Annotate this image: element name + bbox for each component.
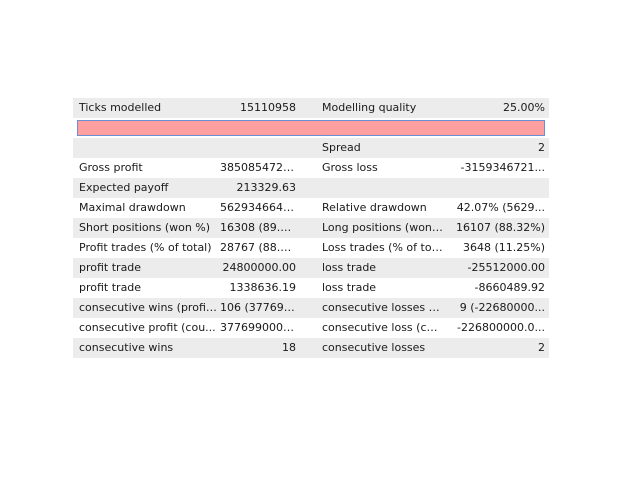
table-row: Gross profit 38508547215... Gross loss -… <box>73 158 549 178</box>
row-value-left <box>220 138 300 158</box>
row-value-right: -226800000.0... <box>457 321 545 334</box>
row-value-left: 1338636.19 <box>229 281 296 294</box>
row-label-right: loss trade <box>322 261 377 274</box>
row-modelling-quality-bar <box>73 118 549 138</box>
row-label-right: Gross loss <box>322 161 378 174</box>
row-label-right: consecutive loss (count... <box>322 321 443 334</box>
row-value-left: 24800000.00 <box>222 261 296 274</box>
ticks-modelled-value: 15110958 <box>240 101 296 114</box>
row-label-right: Loss trades (% of total) <box>322 241 443 254</box>
table-row: profit trade 1338636.19 loss trade -8660… <box>73 278 549 298</box>
row-label-left: consecutive profit (cou... <box>79 321 216 334</box>
row-value-right: -3159346721... <box>460 161 545 174</box>
table-row: Spread 2 <box>73 138 549 158</box>
table-row: Short positions (won %) 16308 (89.1... L… <box>73 218 549 238</box>
ticks-modelled-label: Ticks modelled <box>79 101 162 114</box>
modelling-quality-bar <box>77 120 545 136</box>
row-label-right: consecutive losses (loss... <box>322 301 443 314</box>
row-label-left: profit trade <box>79 281 142 294</box>
row-value-right: 3648 (11.25%) <box>462 241 545 254</box>
row-label-left: Expected payoff <box>79 181 169 194</box>
row-label-left <box>73 138 220 158</box>
table-row: Expected payoff 213329.63 <box>73 178 549 198</box>
row-value-right: 2 <box>538 141 545 154</box>
row-value-left: 18 <box>282 341 296 354</box>
row-label-right: Relative drawdown <box>322 201 427 214</box>
row-value-left: 38508547215... <box>220 161 300 174</box>
modelling-quality-value: 25.00% <box>503 101 545 114</box>
row-value-left: 562934664.3... <box>220 201 300 214</box>
table-row: Profit trades (% of total) 28767 (88.7..… <box>73 238 549 258</box>
row-label-left: Gross profit <box>79 161 143 174</box>
row-value-left: 213329.63 <box>236 181 297 194</box>
row-label-left: consecutive wins (profit... <box>79 301 220 314</box>
row-value-left: 377699000.0... <box>220 321 300 334</box>
row-value-right <box>443 178 549 198</box>
row-label-right: Long positions (won %) <box>322 221 443 234</box>
row-value-right: 16107 (88.32%) <box>455 221 545 234</box>
row-value-right: -8660489.92 <box>474 281 545 294</box>
row-value-left: 28767 (88.7... <box>220 241 298 254</box>
table-row: consecutive wins 18 consecutive losses 2 <box>73 338 549 358</box>
row-ticks-modelled: Ticks modelled 15110958 Modelling qualit… <box>73 98 549 118</box>
row-value-left: 106 (3776990... <box>220 301 300 314</box>
row-value-right: 9 (-22680000... <box>459 301 545 314</box>
row-label-right <box>300 178 443 198</box>
modelling-quality-label: Modelling quality <box>322 101 417 114</box>
row-label-right: consecutive losses <box>322 341 426 354</box>
row-label-left: consecutive wins <box>79 341 174 354</box>
row-label-left: Short positions (won %) <box>79 221 211 234</box>
row-label-right: Spread <box>322 141 361 154</box>
table-row: Maximal drawdown 562934664.3... Relative… <box>73 198 549 218</box>
row-value-right: -25512000.00 <box>467 261 545 274</box>
row-value-left: 16308 (89.1... <box>220 221 298 234</box>
row-value-right: 42.07% (5629... <box>456 201 545 214</box>
row-label-right: loss trade <box>322 281 377 294</box>
row-label-left: Profit trades (% of total) <box>79 241 212 254</box>
row-value-right: 2 <box>538 341 545 354</box>
row-label-left: Maximal drawdown <box>79 201 186 214</box>
table-row: profit trade 24800000.00 loss trade -255… <box>73 258 549 278</box>
row-label-left: profit trade <box>79 261 142 274</box>
table-row: consecutive wins (profit... 106 (3776990… <box>73 298 549 318</box>
backtest-report-table: Ticks modelled 15110958 Modelling qualit… <box>73 98 549 358</box>
table-row: consecutive profit (cou... 377699000.0..… <box>73 318 549 338</box>
